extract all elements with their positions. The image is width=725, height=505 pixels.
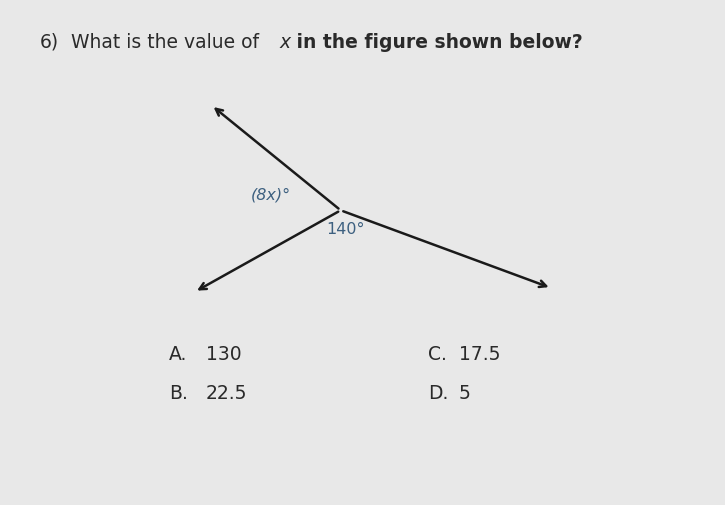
- Text: A.: A.: [170, 345, 188, 364]
- Text: in the figure shown below?: in the figure shown below?: [290, 33, 583, 52]
- Text: C.: C.: [428, 345, 447, 364]
- Text: 130: 130: [206, 345, 241, 364]
- Text: 17.5: 17.5: [459, 345, 500, 364]
- Text: 140°: 140°: [326, 222, 365, 237]
- Text: 22.5: 22.5: [206, 384, 247, 402]
- Text: 5: 5: [459, 384, 471, 402]
- Text: 6): 6): [40, 33, 59, 52]
- Text: What is the value of: What is the value of: [59, 33, 265, 52]
- Text: x: x: [279, 33, 290, 52]
- Text: (8x)°: (8x)°: [251, 187, 291, 203]
- Text: D.: D.: [428, 384, 448, 402]
- Text: B.: B.: [170, 384, 188, 402]
